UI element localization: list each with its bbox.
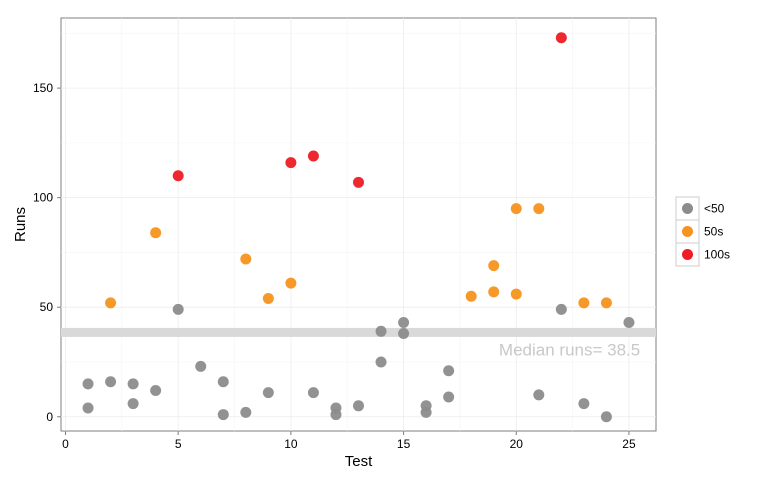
data-point: [600, 411, 612, 423]
legend: <50 50s 100s: [675, 196, 730, 267]
data-point: [578, 297, 590, 309]
x-axis-title: Test: [345, 453, 373, 470]
data-point: [353, 400, 364, 412]
data-point: [375, 325, 387, 337]
data-point: [533, 203, 545, 215]
data-point: [353, 176, 364, 188]
median-annotation: Median runs= 38.5: [499, 340, 640, 359]
data-point: [105, 376, 117, 388]
x-tick-label: 20: [510, 437, 524, 451]
legend-swatch: [682, 249, 693, 260]
data-point: [172, 170, 184, 182]
data-point: [262, 292, 274, 304]
median-line: [61, 327, 656, 337]
y-tick-label: 150: [33, 81, 53, 95]
data-point: [510, 288, 522, 300]
data-point: [600, 297, 612, 309]
x-tick-label: 10: [284, 437, 298, 451]
data-point: [105, 297, 117, 309]
y-tick-label: 50: [40, 300, 54, 314]
data-point: [555, 32, 567, 44]
data-point: [555, 303, 567, 315]
data-point: [330, 402, 342, 414]
data-point: [240, 406, 252, 418]
data-point: [623, 317, 635, 329]
data-point: [307, 387, 319, 399]
data-point: [285, 157, 297, 169]
data-point: [240, 253, 252, 265]
data-point: [82, 402, 94, 414]
plot-panel: [60, 17, 657, 432]
y-axis-title: Runs: [12, 207, 29, 242]
data-point: [262, 387, 274, 399]
data-point: [82, 378, 94, 390]
data-point: [398, 328, 410, 340]
data-point: [172, 303, 184, 315]
data-point: [398, 317, 410, 329]
data-point: [510, 203, 522, 215]
data-point: [375, 356, 387, 368]
legend-label: <50: [704, 202, 725, 216]
data-points: [82, 32, 635, 423]
data-point: [195, 360, 207, 372]
y-axis-ticks: 0 50 100 150: [33, 81, 61, 424]
legend-label: 100s: [704, 248, 730, 262]
data-point: [443, 391, 455, 403]
data-point: [420, 400, 432, 412]
data-point: [150, 227, 162, 239]
x-tick-label: 5: [175, 437, 182, 451]
data-point: [488, 286, 500, 298]
y-tick-label: 100: [33, 191, 53, 205]
data-point: [150, 384, 162, 396]
median-reference: Median runs= 38.5: [61, 327, 656, 359]
x-tick-label: 25: [622, 437, 636, 451]
data-point: [307, 150, 319, 162]
x-tick-label: 15: [397, 437, 411, 451]
data-point: [127, 398, 139, 410]
legend-swatch: [682, 203, 693, 214]
data-point: [488, 260, 500, 272]
legend-swatch: [682, 226, 693, 237]
data-point: [533, 389, 545, 401]
data-point: [465, 290, 477, 302]
x-tick-label: 0: [62, 437, 69, 451]
y-tick-label: 0: [46, 410, 53, 424]
x-axis-ticks: 0 5 10 15 20 25: [62, 431, 636, 451]
legend-label: 50s: [704, 225, 723, 239]
data-point: [443, 365, 455, 377]
data-point: [285, 277, 297, 289]
data-point: [217, 409, 229, 421]
data-point: [127, 378, 139, 390]
data-point: [578, 398, 590, 410]
data-point: [217, 376, 229, 388]
